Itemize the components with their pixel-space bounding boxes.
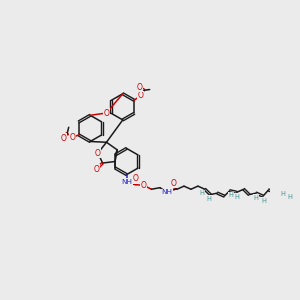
Text: O: O — [95, 148, 101, 158]
Text: H: H — [253, 195, 258, 201]
Text: O: O — [170, 178, 176, 188]
Text: O: O — [133, 174, 139, 183]
Text: H: H — [206, 196, 211, 202]
Text: H: H — [235, 194, 240, 200]
Text: H: H — [262, 198, 267, 204]
Text: NH: NH — [121, 178, 132, 184]
Text: O: O — [103, 109, 109, 118]
Text: H: H — [229, 192, 233, 198]
Text: O: O — [94, 165, 99, 174]
Text: O: O — [70, 133, 76, 142]
Text: O: O — [137, 91, 143, 100]
Text: O: O — [141, 181, 147, 190]
Text: H: H — [200, 190, 205, 196]
Text: O: O — [136, 83, 142, 92]
Text: H: H — [287, 194, 292, 200]
Text: O: O — [60, 134, 66, 142]
Text: H: H — [280, 191, 285, 197]
Text: NH: NH — [161, 189, 172, 195]
